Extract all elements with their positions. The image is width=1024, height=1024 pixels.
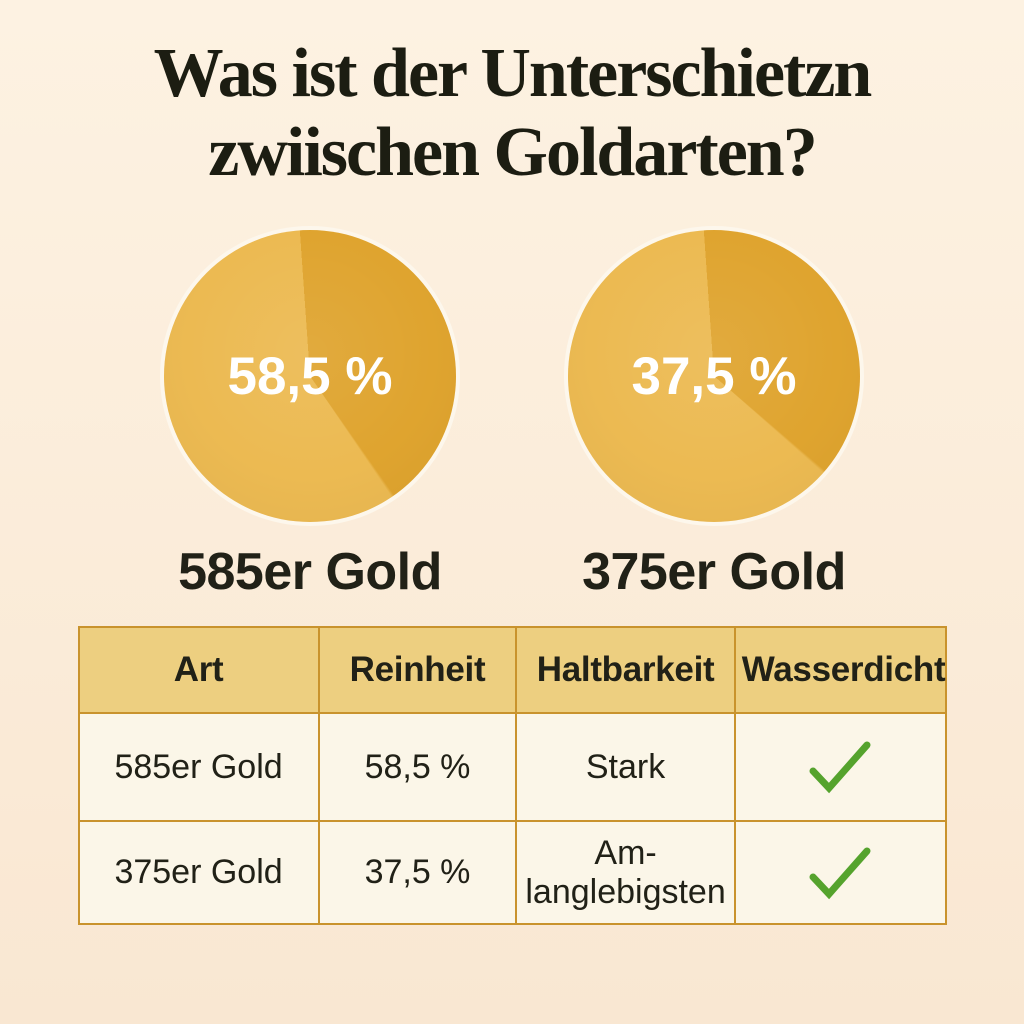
table-header-row: Art Reinheit Haltbarkeit Wasserdicht — [77, 626, 947, 715]
pie-center-label-585: 58,5 % — [227, 346, 393, 406]
header-wasserdicht: Wasserdicht — [733, 626, 947, 715]
cell-art-375: 375er Gold — [77, 820, 320, 926]
page-title-line-1: Was ist der Unterschietzn — [153, 35, 873, 112]
check-icon — [809, 741, 871, 794]
gold-comparison-table: Art Reinheit Haltbarkeit Wasserdicht 585… — [77, 626, 947, 926]
header-haltbarkeit: Haltbarkeit — [515, 626, 736, 715]
pie-caption-375: 375er Gold — [582, 543, 846, 602]
header-reinheit: Reinheit — [317, 626, 518, 715]
page-title: Was ist der Unterschietzn zwiischen Gold… — [0, 34, 1024, 192]
cell-wasserdicht-585 — [733, 712, 947, 823]
cell-art-585: 585er Gold — [77, 712, 320, 823]
pie-charts-row: 58,5 % 585er Gold 37,5 % 375er Gold — [0, 230, 1024, 602]
pie-center-label-375: 37,5 % — [631, 346, 797, 406]
pie-chart-585: 58,5 % — [164, 230, 456, 523]
header-art: Art — [77, 626, 320, 715]
table-row-375: 375er Gold 37,5 % Am- langlebigsten — [77, 820, 947, 926]
cell-reinheit-585: 58,5 % — [317, 712, 518, 823]
cell-haltbarkeit-585: Stark — [515, 712, 736, 823]
pie-caption-585: 585er Gold — [178, 543, 442, 602]
cell-wasserdicht-375 — [733, 820, 947, 926]
page-title-line-2: zwiischen Goldarten? — [208, 114, 817, 192]
check-icon — [809, 847, 871, 899]
table-row-585: 585er Gold 58,5 % Stark — [77, 712, 947, 823]
pie-block-375: 37,5 % 375er Gold — [568, 230, 860, 602]
cell-reinheit-375: 37,5 % — [317, 820, 518, 926]
pie-chart-375: 37,5 % — [568, 230, 860, 523]
cell-haltbarkeit-375: Am- langlebigsten — [515, 820, 736, 926]
pie-block-585: 58,5 % 585er Gold — [164, 230, 456, 602]
